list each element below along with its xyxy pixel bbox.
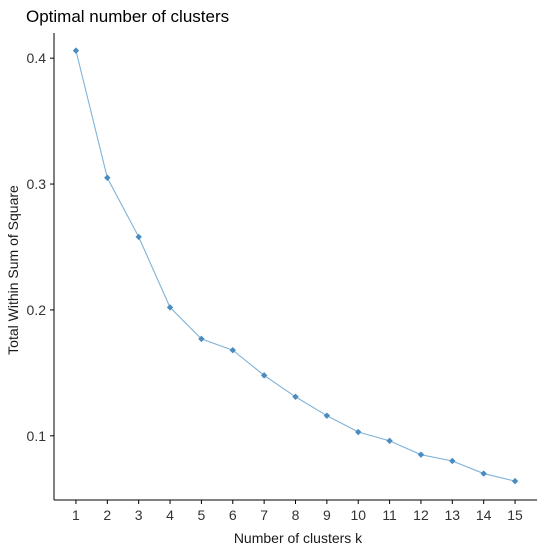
y-tick-label: 0.2 (27, 302, 47, 318)
data-point (323, 412, 331, 419)
data-point (260, 372, 268, 379)
data-point (449, 457, 456, 465)
data-point (166, 304, 174, 311)
chart-title: Optimal number of clusters (26, 7, 230, 26)
data-point (104, 174, 111, 181)
x-tick-label: 4 (166, 507, 174, 523)
data-point (417, 451, 425, 458)
x-tick-label: 8 (292, 507, 300, 523)
data-point (511, 477, 519, 485)
x-tick-label: 6 (229, 507, 237, 523)
data-point (355, 428, 362, 436)
data-point (135, 233, 142, 241)
y-tick-label: 0.3 (27, 176, 47, 192)
x-tick-label: 14 (476, 507, 492, 523)
y-tick-label: 0.4 (27, 50, 47, 66)
x-tick-label: 2 (103, 507, 111, 523)
data-point (198, 335, 205, 343)
series-line (75, 50, 516, 482)
data-point (386, 437, 393, 445)
x-tick-label: 7 (260, 507, 268, 523)
x-tick-label: 10 (350, 507, 366, 523)
ticks: 1 2 3 4 5 6 7 8 9 10 11 12 13 14 150.10.20.30.4 (27, 50, 524, 523)
data-point (480, 470, 487, 477)
data-point (229, 347, 236, 354)
x-tick-label: 11 (382, 507, 397, 523)
x-tick-label: 12 (413, 507, 429, 523)
y-tick-label: 0.1 (27, 428, 47, 444)
x-tick-label: 9 (323, 507, 331, 523)
data-point (72, 47, 80, 54)
x-tick-label: 15 (507, 507, 523, 523)
y-axis-title: Total Within Sum of Square (5, 185, 21, 355)
x-tick-label: 5 (198, 507, 206, 523)
data-point (292, 393, 299, 400)
x-tick-label: 3 (135, 507, 143, 523)
x-tick-label: 13 (445, 507, 461, 523)
x-axis-title: Number of clusters k (234, 530, 363, 546)
series-layer (72, 47, 519, 485)
x-tick-label: 1 (72, 507, 80, 523)
axes (53, 33, 537, 501)
